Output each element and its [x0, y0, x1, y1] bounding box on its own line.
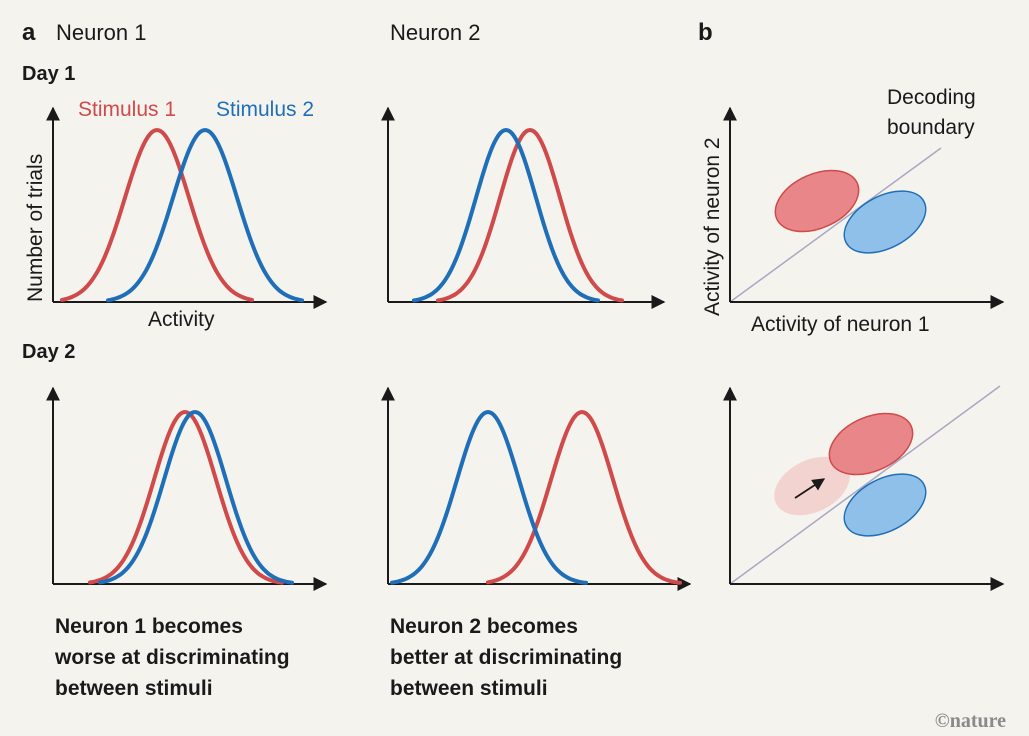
caption-neuron2: Neuron 2 becomes better at discriminatin…: [390, 615, 628, 700]
x-axis-label-neuron1: Activity of neuron 1: [751, 313, 930, 336]
legend-stimulus2: Stimulus 2: [216, 98, 314, 121]
stimulus1-cloud-day1: [774, 169, 860, 233]
y-axis-label-trials: Number of trials: [24, 154, 47, 302]
boundary-label: Decoding boundary: [887, 86, 982, 139]
caption-neuron1: Neuron 1 becomes worse at discriminating…: [54, 615, 295, 700]
curve-neuron2-day2-stimulus2: [390, 409, 588, 585]
stimulus2-cloud-day1: [843, 190, 927, 254]
decoding-boundary-day2: [729, 385, 1001, 585]
curve-neuron1-day1-stimulus1: [60, 128, 254, 302]
neuron1-title: Neuron 1: [56, 20, 147, 45]
axes-neuron2-day2: [381, 386, 692, 591]
axes-neuron1-day1: [46, 106, 328, 309]
x-axis-label-activity: Activity: [148, 308, 215, 331]
stimulus2-cloud-day2: [843, 473, 927, 537]
neuron2-title: Neuron 2: [390, 20, 481, 45]
panel-a-letter: a: [22, 19, 36, 46]
day2-label: Day 2: [22, 341, 75, 363]
decoding-boundary-day1: [729, 147, 942, 303]
axes-neuron2-day1: [381, 106, 666, 309]
curve-neuron2-day1-stimulus2: [412, 127, 600, 303]
curve-neuron2-day2-stimulus1: [486, 409, 682, 585]
stimulus1-cloud-day2: [828, 412, 914, 476]
y-axis-label-neuron2: Activity of neuron 2: [701, 137, 724, 316]
nature-credit: ©nature: [935, 710, 1006, 732]
arrow-up-right-icon: [794, 478, 826, 499]
curve-neuron1-day2-stimulus1: [88, 410, 284, 585]
curve-neuron1-day2-stimulus2: [98, 410, 294, 585]
curve-neuron1-day1-stimulus2: [106, 128, 304, 303]
decoding-plot-day1: [723, 106, 1005, 309]
legend-stimulus1: Stimulus 1: [78, 98, 176, 121]
decoding-plot-day2: [723, 385, 1005, 591]
curve-neuron2-day1-stimulus1: [436, 127, 624, 303]
panel-b-letter: b: [698, 19, 713, 46]
day1-label: Day 1: [22, 63, 75, 85]
